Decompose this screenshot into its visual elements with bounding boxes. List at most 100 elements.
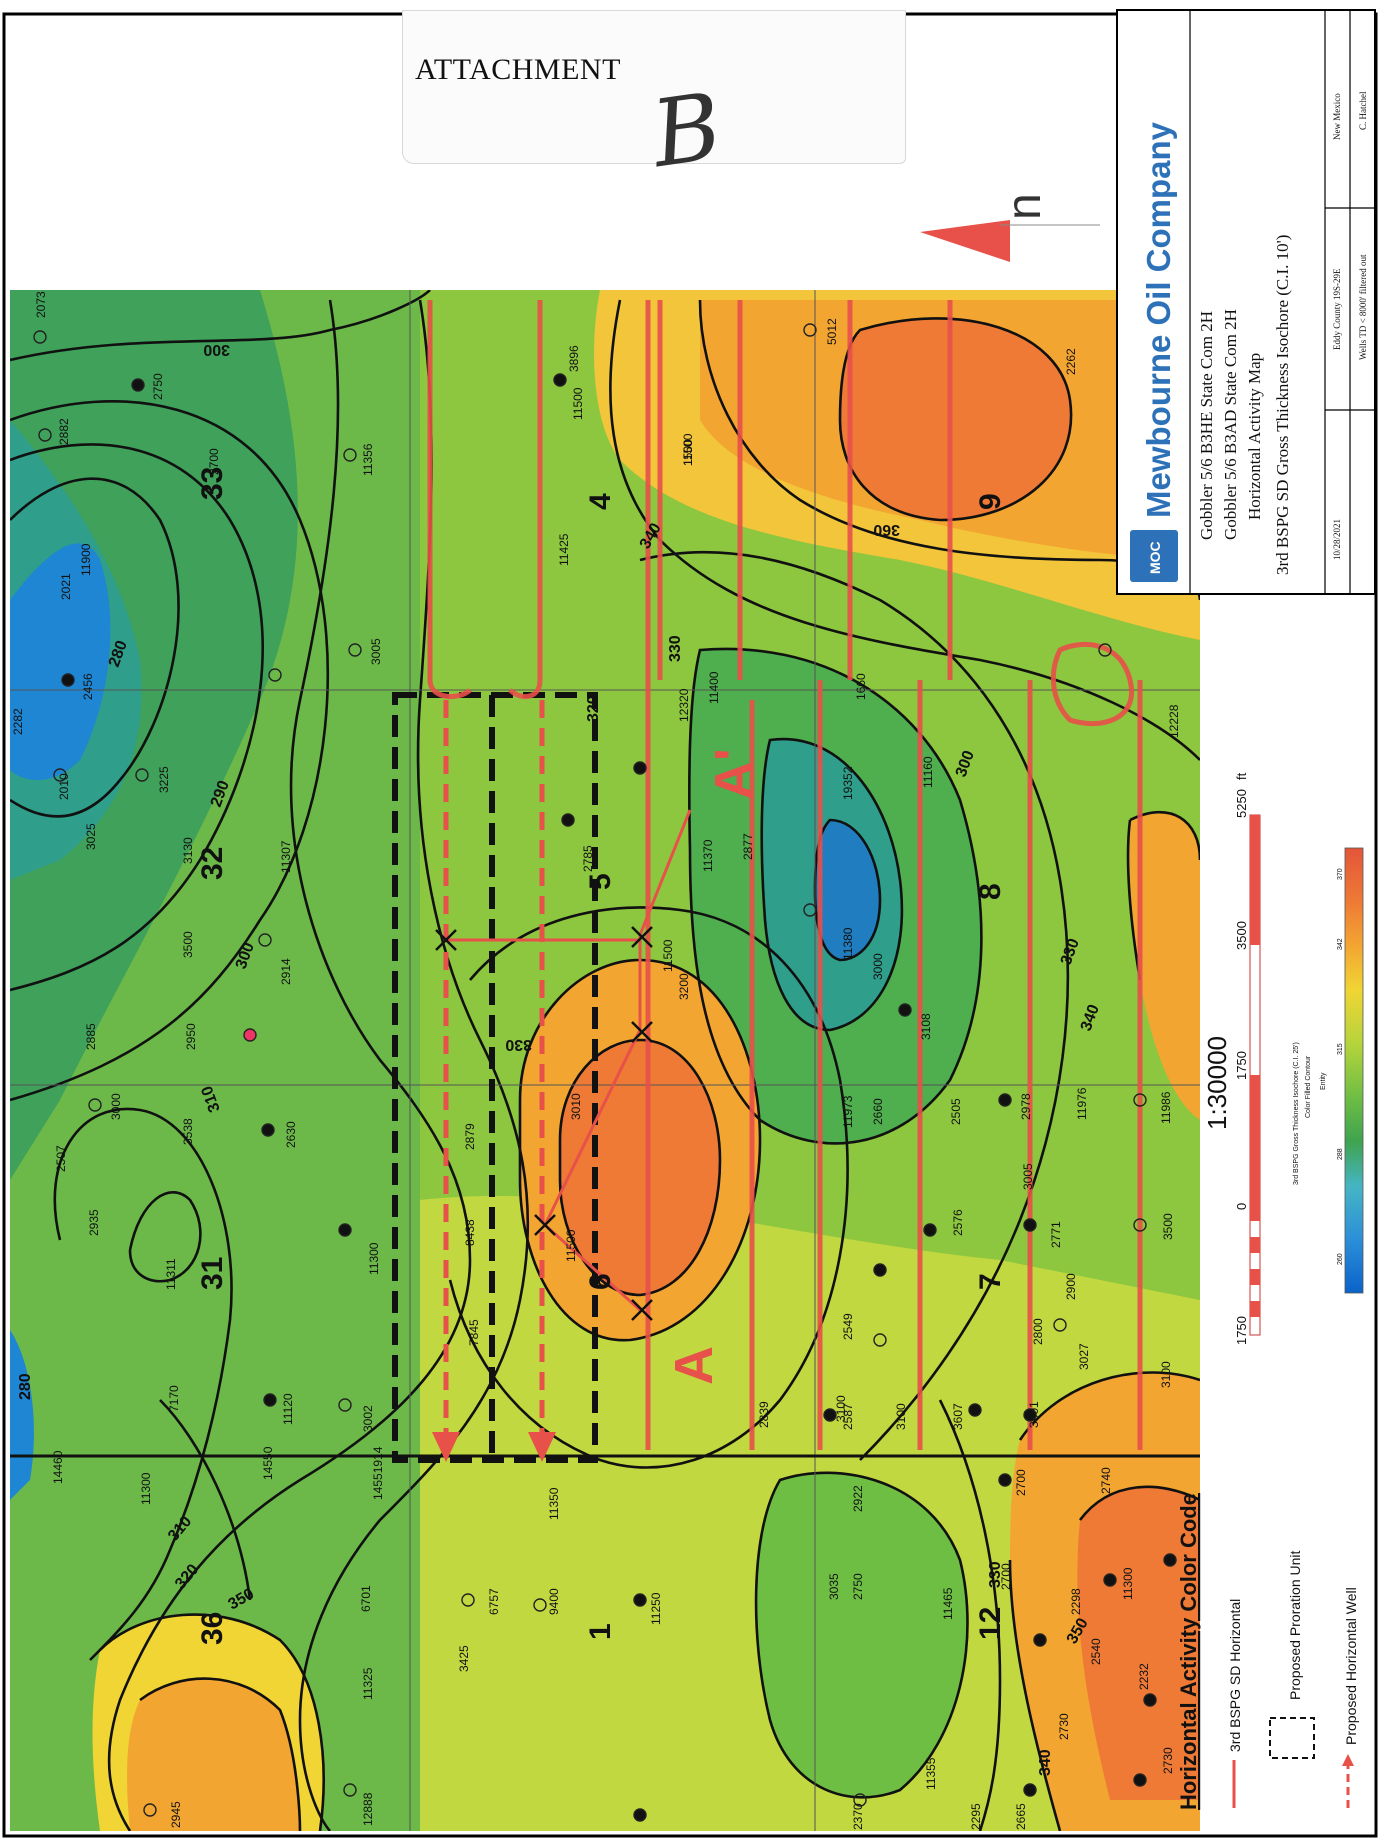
- well-label: 11250: [649, 1592, 663, 1625]
- well-label: 14550: [261, 1446, 275, 1480]
- well-label: 11370: [701, 839, 715, 872]
- legend-item-label: 3rd BSPG SD Horizontal: [1227, 1599, 1243, 1752]
- well-label: 14551914: [371, 1446, 385, 1500]
- well-label: 11986: [1159, 1091, 1173, 1124]
- xsec-letter-a: A: [664, 1346, 724, 1385]
- well-label: 11120: [281, 1393, 295, 1425]
- svg-text:n: n: [998, 193, 1051, 220]
- well-label: 2882: [57, 418, 71, 445]
- well-label: 12320: [677, 688, 691, 722]
- well-label: 3035: [827, 1573, 841, 1600]
- well-label: 6701: [359, 1585, 373, 1612]
- attachment-note: ATTACHMENT B: [402, 10, 906, 188]
- well-label: 3896: [567, 345, 581, 372]
- well-label: 2740: [1099, 1467, 1113, 1494]
- section-number: 8: [974, 883, 1007, 900]
- scale-tick: 3500: [1234, 921, 1249, 950]
- well-label: 2935: [87, 1209, 101, 1236]
- well-label: 11307: [279, 840, 293, 873]
- well-label: 1660: [854, 673, 868, 700]
- title-line: 3rd BSPG SD Gross Thickness Isochore (C.…: [1273, 235, 1292, 575]
- well-arrow-1: [432, 1432, 460, 1462]
- scale-tick: 1750: [1234, 1316, 1249, 1345]
- colorbar-tick: 260: [1337, 1253, 1344, 1265]
- well-label: 3027: [1077, 1343, 1091, 1370]
- colorbar-tick: 370: [1337, 868, 1344, 880]
- well-label: 2010: [57, 773, 71, 800]
- title-line: Gobbler 5/6 B3AD State Com 2H: [1221, 309, 1240, 540]
- well-label: 11356: [361, 443, 375, 476]
- well-label: 2914: [279, 958, 293, 985]
- well-label: 3025: [84, 823, 98, 850]
- contour-label: 330: [667, 635, 684, 662]
- logo-text: MOC: [1147, 541, 1163, 574]
- title-line: Horizontal Activity Map: [1245, 353, 1264, 520]
- well-label: 12228: [1167, 704, 1181, 738]
- well-label: 11311: [164, 1258, 178, 1290]
- xsec-well-marks: [435, 926, 653, 1321]
- well-label: 2750: [151, 373, 165, 400]
- well-label: 3100: [894, 1403, 908, 1430]
- map-labels: 2073 2750 2882 11356 2700 3896 11500 501…: [11, 291, 1181, 1830]
- company-name: Mewbourne Oil Company: [1140, 121, 1177, 518]
- well-label: 2576: [951, 1209, 965, 1236]
- well-label: 2945: [169, 1801, 183, 1828]
- section-grid: [10, 290, 1200, 1831]
- contour-lines: [10, 290, 1200, 1831]
- contour-label: 330: [505, 1036, 532, 1053]
- section-number: 32: [196, 847, 229, 880]
- north-arrow: n: [920, 193, 1100, 262]
- well-label: 2587: [841, 1403, 855, 1430]
- contour-label: 300: [203, 341, 230, 358]
- section-number: 33: [196, 467, 229, 500]
- well-label: 3000: [109, 1093, 123, 1120]
- proposed-horizontal-wells: [443, 700, 545, 1440]
- section-number: 6: [584, 1273, 617, 1290]
- well-label: 3130: [181, 837, 195, 864]
- well-label: 11500: [571, 387, 585, 420]
- scale-unit: ft: [1234, 772, 1249, 780]
- well-label: 11380: [841, 927, 855, 960]
- well-label: 3100: [834, 1395, 848, 1422]
- section-number: 1: [584, 1623, 617, 1640]
- well-label: 2630: [284, 1121, 298, 1148]
- well-label: 2730: [1057, 1713, 1071, 1740]
- legend: Horizontal Activity Color Code 3rd BSPG …: [1176, 1493, 1359, 1810]
- well-label: 9400: [547, 1588, 561, 1615]
- section-number: 12: [974, 1607, 1007, 1640]
- contour-label: 340: [1037, 1749, 1054, 1776]
- well-label: 2232: [1137, 1663, 1151, 1690]
- well-label: 11500: [661, 939, 675, 972]
- well-label: 2750: [851, 1573, 865, 1600]
- scale-bar: 1750 0 1750 3500 5250 ft 1:30000: [1202, 772, 1261, 1345]
- well-label: 2540: [1089, 1638, 1103, 1665]
- well-label: 19352: [841, 766, 855, 800]
- well-label: 3500: [181, 931, 195, 958]
- scale-tick: 1750: [1234, 1051, 1249, 1080]
- section-number: 4: [584, 493, 617, 510]
- well-label: 2730: [1161, 1747, 1175, 1774]
- well-label: 2370: [851, 1803, 865, 1830]
- section-number: 7: [974, 1273, 1007, 1290]
- colorbar-tick: 315: [1337, 1043, 1344, 1055]
- section-number: 5: [584, 873, 617, 890]
- well-label: 2900: [1064, 1273, 1078, 1300]
- well-label: 12888: [361, 1792, 375, 1826]
- well-label: 11973: [841, 1095, 855, 1128]
- title-block: [1116, 9, 1376, 595]
- well-label: 11300: [139, 1472, 153, 1505]
- contour-label: 360: [873, 521, 900, 538]
- well-label: 3108: [919, 1013, 933, 1040]
- footer-wells-note: Wells TD < 8000' filtered out: [1358, 254, 1368, 360]
- color-bar: 260 288 315 342 370 3rd BSPG Gross Thick…: [1293, 847, 1364, 1294]
- well-label: 11465: [941, 1587, 955, 1620]
- well-label: 2456: [81, 673, 95, 700]
- well-label: 2877: [741, 833, 755, 860]
- well-label: 3010: [569, 1093, 583, 1120]
- well-label: 2800: [1031, 1318, 1045, 1345]
- well-label: 2885: [84, 1023, 98, 1050]
- well-label: 2549: [841, 1313, 855, 1340]
- contour-label: 320: [585, 695, 602, 722]
- well-label: 2295: [969, 1803, 983, 1830]
